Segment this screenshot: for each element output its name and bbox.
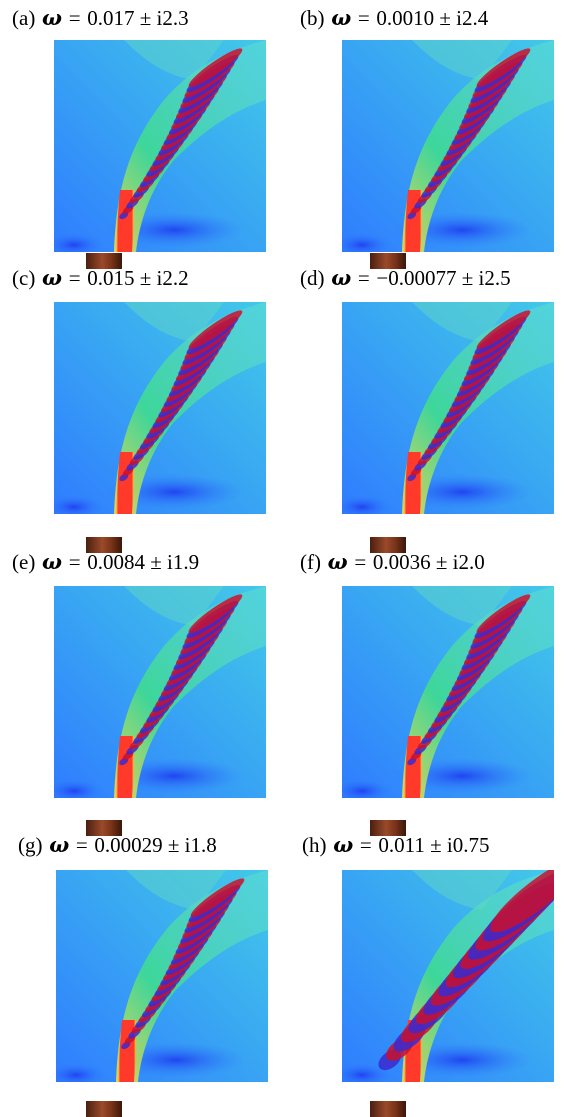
eigenvalue: 0.0036 ± i2.0	[372, 550, 485, 574]
mode-lobe	[188, 310, 243, 349]
nozzle	[86, 820, 122, 836]
eigenvalue: 0.011 ± i0.75	[378, 833, 490, 857]
nozzle	[370, 1101, 406, 1117]
shear-layer	[114, 40, 266, 252]
eigenmode-structure	[119, 310, 243, 482]
omega-symbol: ω	[42, 5, 62, 30]
eigenvalue: 0.015 ± i2.2	[87, 266, 189, 290]
mode-lobe	[476, 48, 531, 87]
eigenmode-structure	[119, 48, 243, 220]
flow-field-image	[54, 586, 266, 798]
shear-layer	[402, 40, 554, 252]
eigenmode-structure	[407, 48, 531, 220]
omega-symbol: ω	[327, 549, 348, 574]
panel-caption: (f) ω = 0.0036 ± i2.0	[300, 549, 485, 575]
eigenmode-structure	[378, 870, 554, 1071]
panel-caption: (e) ω = 0.0084 ± i1.9	[12, 549, 200, 575]
flow-visualization	[342, 40, 554, 252]
eigenvalue: 0.0010 ± i2.4	[376, 6, 489, 30]
panel-label: (c)	[12, 266, 36, 290]
nozzle	[86, 1101, 122, 1117]
panel-label: (h)	[302, 833, 327, 857]
flow-visualization	[342, 870, 554, 1082]
shear-layer	[116, 870, 268, 1082]
panel-caption: (b) ω = 0.0010 ± i2.4	[300, 5, 489, 31]
shear-layer	[114, 586, 266, 798]
equals-sign: =	[75, 833, 88, 857]
nozzle	[370, 253, 406, 269]
flow-field-image	[342, 870, 554, 1082]
mode-lobe	[188, 48, 243, 87]
omega-symbol: ω	[333, 832, 354, 857]
mode-lobe	[190, 878, 245, 917]
mode-lobe	[188, 594, 243, 633]
eigenmode-structure	[119, 594, 243, 766]
flow-visualization	[54, 40, 266, 252]
nozzle	[86, 537, 122, 553]
nozzle	[370, 820, 406, 836]
flow-visualization	[56, 870, 268, 1082]
mode-lobe	[476, 594, 531, 633]
flow-field-image	[54, 302, 266, 514]
shear-layer	[402, 302, 554, 514]
panel-caption: (c) ω = 0.015 ± i2.2	[12, 265, 189, 291]
mode-lobe	[490, 870, 554, 933]
panel-label: (b)	[300, 6, 325, 30]
eigenvalue: 0.0084 ± i1.9	[87, 550, 200, 574]
omega-symbol: ω	[42, 265, 62, 290]
equals-sign: =	[354, 550, 367, 574]
panel-caption: (g) ω = 0.00029 ± i1.8	[18, 832, 217, 858]
eigenmode-structure	[407, 594, 531, 766]
eigenvalue: 0.017 ± i2.3	[87, 6, 189, 30]
equals-sign: =	[357, 266, 370, 290]
omega-symbol: ω	[49, 832, 70, 857]
equals-sign: =	[68, 266, 81, 290]
panel-caption: (d) ω = −0.00077 ± i2.5	[300, 265, 511, 291]
eigenvalue: 0.00029 ± i1.8	[94, 833, 217, 857]
flow-visualization	[54, 302, 266, 514]
flow-field-image	[342, 302, 554, 514]
panel-label: (a)	[12, 6, 36, 30]
omega-symbol: ω	[331, 5, 352, 30]
mode-lobe	[476, 310, 531, 349]
equals-sign: =	[357, 6, 370, 30]
panel-label: (d)	[300, 266, 325, 290]
equals-sign: =	[68, 550, 81, 574]
flow-field-image	[56, 870, 268, 1082]
shear-layer	[114, 302, 266, 514]
flow-field-image	[54, 40, 266, 252]
flow-field-image	[342, 586, 554, 798]
panel-caption: (a) ω = 0.017 ± i2.3	[12, 5, 189, 31]
equals-sign: =	[68, 6, 81, 30]
flow-visualization	[342, 302, 554, 514]
omega-symbol: ω	[42, 549, 62, 574]
flow-visualization	[342, 586, 554, 798]
nozzle	[86, 253, 122, 269]
panel-label: (f)	[300, 550, 321, 574]
eigenmode-structure	[121, 878, 245, 1050]
flow-field-image	[342, 40, 554, 252]
omega-symbol: ω	[331, 265, 352, 290]
shear-layer	[402, 586, 554, 798]
nozzle	[370, 537, 406, 553]
eigenvalue: −0.00077 ± i2.5	[376, 266, 511, 290]
flow-visualization	[54, 586, 266, 798]
panel-caption: (h) ω = 0.011 ± i0.75	[302, 832, 490, 858]
eigenmode-structure	[407, 310, 531, 482]
panel-label: (g)	[18, 833, 43, 857]
equals-sign: =	[359, 833, 372, 857]
panel-label: (e)	[12, 550, 36, 574]
